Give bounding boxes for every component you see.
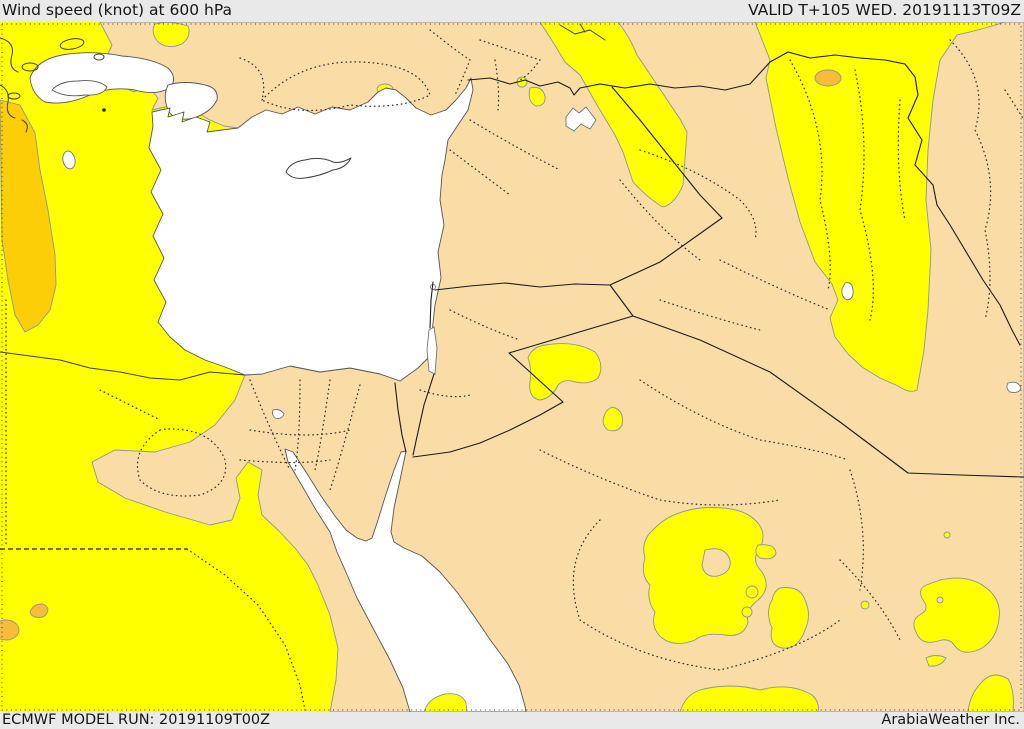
cell-libya-drop [29, 603, 49, 618]
credit-label: ArabiaWeather Inc. [881, 712, 1020, 729]
status-bar: ECMWF MODEL RUN: 20191109T00Z ArabiaWeat… [0, 712, 1024, 729]
cell-central-arabia-main [642, 507, 767, 644]
title-bar: Wind speed (knot) at 600 hPa VALID T+105… [0, 0, 1024, 22]
border-jordan-saudi [412, 315, 634, 458]
map-title: Wind speed (knot) at 600 hPa [2, 1, 233, 20]
border-turkey-south [467, 51, 916, 96]
border-jordan-syria [434, 282, 634, 317]
lake-egirdir [62, 150, 76, 170]
cell-nafud-drop [602, 406, 623, 432]
island-limnos [21, 62, 39, 72]
cell-corner [967, 674, 1014, 712]
bitter-lake [271, 409, 285, 419]
border-syria-iraq [609, 86, 723, 286]
cell-gulf-cluster [913, 577, 1000, 653]
cell-red-sea-south [423, 693, 468, 712]
dead-sea [426, 326, 438, 375]
red-sea [284, 448, 527, 712]
model-run-label: ECMWF MODEL RUN: 20191109T00Z [2, 712, 271, 729]
country-borders [0, 51, 1024, 711]
admin-boundaries [5, 29, 1024, 671]
island-lesbos [59, 38, 85, 50]
cell-anatolia-north [152, 22, 190, 47]
border-iraq-saudi [632, 315, 1024, 478]
cell-south-edge [679, 685, 819, 712]
cell-gulf-crescent [925, 655, 947, 667]
map-frame [1, 23, 1022, 711]
fill-light-holes [701, 548, 944, 604]
map-canvas [0, 22, 1024, 712]
cell-east-anatolia-funnel [539, 22, 688, 208]
lake-urmia [841, 282, 854, 301]
cell-taurus-blob [528, 86, 546, 107]
cell-zagros-core [814, 69, 842, 87]
cell-central-arabia-arm [755, 544, 777, 560]
cell-libya-core [0, 619, 20, 641]
wind-speed-map [0, 22, 1024, 712]
lake-van [565, 106, 597, 132]
mediterranean-sea [148, 77, 474, 382]
lake-east [1006, 381, 1022, 393]
cyprus-island [285, 157, 352, 179]
border-egypt-israel [394, 382, 407, 453]
marmara-sea [51, 80, 108, 97]
rivers-euphrates [559, 23, 606, 41]
fill-calm-seas [29, 52, 527, 712]
cell-nafud-kidney [527, 343, 602, 401]
fill-strong-band [0, 99, 57, 333]
island-chios [93, 53, 105, 61]
border-jordan-valley [412, 281, 435, 456]
cell-zagros-band [754, 22, 1006, 392]
islands [0, 23, 606, 381]
cell-central-arabia-east [768, 587, 809, 649]
egypt-coast-west [0, 351, 246, 381]
island-dot [102, 108, 106, 112]
lakes [62, 106, 1022, 419]
valid-time-label: VALID T+105 WED. 20191113T09Z [748, 1, 1021, 20]
fill-stronger-cells [0, 69, 842, 641]
fill-moderate-cells [152, 22, 1014, 712]
border-iraq-iran [907, 76, 1021, 346]
